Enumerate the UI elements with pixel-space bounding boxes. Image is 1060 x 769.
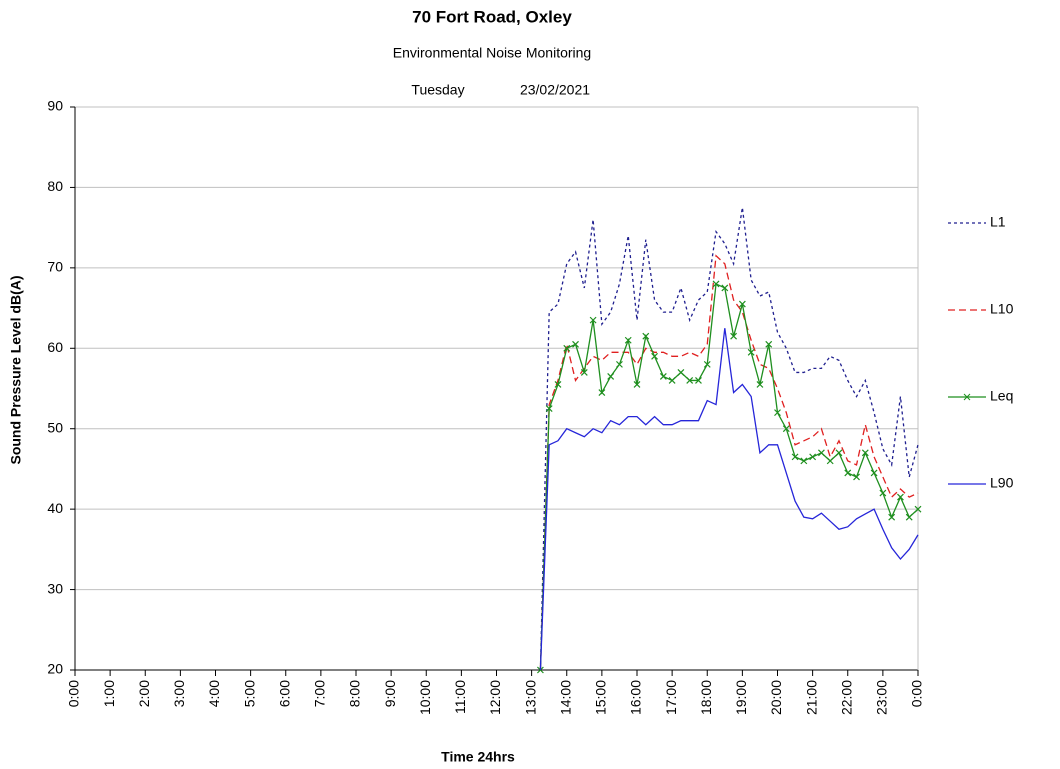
series-marker xyxy=(791,453,799,461)
y-tick-label: 80 xyxy=(47,178,63,194)
chart-subtitle: Environmental Noise Monitoring xyxy=(393,45,591,61)
chart-title: 70 Fort Road, Oxley xyxy=(412,7,572,26)
x-tick-label: 8:00 xyxy=(347,680,363,707)
series-marker xyxy=(914,505,922,513)
chart-date: 23/02/2021 xyxy=(520,82,590,98)
legend-label: L1 xyxy=(990,214,1006,230)
legend-marker xyxy=(963,393,971,401)
series-line xyxy=(539,328,919,671)
series-marker xyxy=(589,316,597,324)
series-marker xyxy=(659,373,667,380)
x-tick-label: 15:00 xyxy=(593,680,609,715)
y-tick-label: 70 xyxy=(47,259,63,275)
series-marker xyxy=(897,493,904,501)
series-marker xyxy=(730,332,738,340)
x-axis-title: Time 24hrs xyxy=(441,749,515,765)
x-tick-label: 16:00 xyxy=(628,680,644,715)
x-tick-label: 21:00 xyxy=(803,680,819,715)
series-marker xyxy=(651,352,658,360)
series-marker xyxy=(624,336,632,344)
series-marker xyxy=(888,513,896,521)
x-tick-label: 0:00 xyxy=(909,680,925,707)
series-marker xyxy=(545,405,553,413)
legend-label: Leq xyxy=(990,388,1013,404)
x-tick-label: 19:00 xyxy=(733,680,749,715)
series-marker xyxy=(826,457,834,465)
series-marker xyxy=(774,409,781,417)
x-tick-label: 5:00 xyxy=(241,680,257,707)
series-marker xyxy=(844,469,852,477)
series-marker xyxy=(765,340,773,348)
series-marker xyxy=(853,473,860,481)
legend-label: L10 xyxy=(990,301,1014,317)
series-marker xyxy=(800,457,808,465)
series-marker xyxy=(835,449,843,457)
x-tick-label: 18:00 xyxy=(698,680,714,715)
series-marker xyxy=(695,377,702,384)
x-tick-label: 4:00 xyxy=(206,680,222,707)
series-marker xyxy=(616,360,623,368)
series-marker xyxy=(870,469,878,477)
series-marker xyxy=(633,381,641,388)
series-marker xyxy=(747,348,755,356)
x-tick-label: 7:00 xyxy=(312,680,328,707)
chart-day: Tuesday xyxy=(411,82,464,98)
series-marker xyxy=(563,344,571,352)
series-line xyxy=(539,207,919,671)
x-tick-label: 14:00 xyxy=(557,680,573,715)
x-tick-label: 23:00 xyxy=(874,680,890,715)
x-tick-label: 0:00 xyxy=(66,680,82,707)
x-tick-label: 3:00 xyxy=(171,680,187,707)
x-tick-label: 12:00 xyxy=(487,680,503,715)
series-marker xyxy=(721,284,729,292)
series-marker xyxy=(809,453,817,461)
x-tick-label: 22:00 xyxy=(838,680,854,715)
x-tick-label: 20:00 xyxy=(768,680,784,715)
series-marker xyxy=(677,368,685,376)
series-marker xyxy=(686,377,694,384)
x-tick-label: 10:00 xyxy=(417,680,433,715)
series-marker xyxy=(668,377,676,384)
series-line xyxy=(539,282,919,671)
series-line xyxy=(539,254,919,671)
x-tick-label: 9:00 xyxy=(382,680,398,707)
y-tick-label: 50 xyxy=(47,419,63,435)
series-marker xyxy=(756,381,764,388)
series-marker xyxy=(642,332,650,340)
series-marker xyxy=(607,373,615,380)
series-marker xyxy=(738,300,746,308)
series-marker xyxy=(703,360,711,368)
y-tick-label: 90 xyxy=(47,98,63,114)
y-axis-title: Sound Pressure Level dB(A) xyxy=(8,275,24,464)
series-marker xyxy=(598,389,606,396)
x-tick-label: 1:00 xyxy=(101,680,117,707)
x-tick-label: 13:00 xyxy=(522,680,538,715)
series-marker xyxy=(905,513,913,521)
series-marker xyxy=(580,368,588,376)
series-marker xyxy=(879,489,887,497)
series-marker xyxy=(536,666,544,674)
x-tick-label: 17:00 xyxy=(663,680,679,715)
y-tick-label: 60 xyxy=(47,339,63,355)
x-tick-label: 2:00 xyxy=(136,680,152,707)
series-marker xyxy=(782,425,790,433)
legend-label: L90 xyxy=(990,475,1014,491)
series-marker xyxy=(712,280,720,288)
x-tick-label: 6:00 xyxy=(276,680,292,707)
y-tick-label: 20 xyxy=(47,661,63,677)
x-tick-label: 11:00 xyxy=(452,680,468,714)
y-tick-label: 40 xyxy=(47,500,63,516)
series-marker xyxy=(554,381,562,388)
series-marker xyxy=(861,449,869,457)
y-tick-label: 30 xyxy=(47,580,63,596)
series-marker xyxy=(817,449,825,457)
series-marker xyxy=(572,340,579,348)
